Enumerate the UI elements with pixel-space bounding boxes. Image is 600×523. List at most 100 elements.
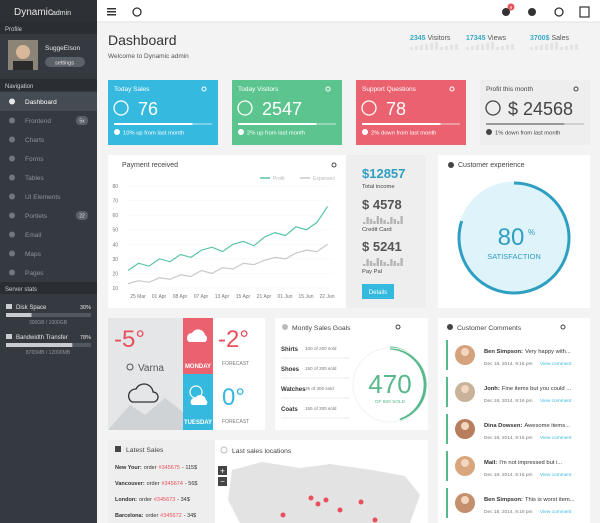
nav-icon bbox=[9, 98, 15, 105]
method-bar bbox=[383, 262, 386, 266]
sparkline-bar bbox=[511, 44, 514, 50]
panel bbox=[108, 440, 215, 523]
method-bar bbox=[369, 261, 373, 266]
sale-amount: - 56$ bbox=[185, 481, 198, 487]
avatar-body bbox=[13, 61, 33, 70]
x-tick-label: 01 Jun bbox=[277, 294, 292, 300]
sparkline-bar bbox=[560, 47, 563, 50]
comment-avatar-head bbox=[461, 385, 469, 393]
sale-amount: - 34$ bbox=[177, 497, 190, 503]
card-note-icon bbox=[362, 129, 368, 135]
comment-link[interactable]: View comment bbox=[540, 435, 572, 441]
comment-avatar-head bbox=[461, 348, 469, 356]
sale-id[interactable]: #345675 bbox=[159, 465, 180, 471]
comment-author: Jonh: bbox=[484, 386, 500, 392]
card-icon bbox=[201, 86, 207, 92]
y-tick-label: 80 bbox=[112, 184, 118, 190]
nav-badge-text: 22 bbox=[79, 214, 85, 220]
card-progress bbox=[114, 123, 193, 125]
stat-icon bbox=[6, 334, 12, 339]
goal-label: Watches bbox=[281, 387, 306, 393]
refresh-icon[interactable] bbox=[132, 7, 142, 17]
menu-icon[interactable] bbox=[107, 11, 116, 13]
legend-label: Profit bbox=[273, 176, 285, 182]
comment-text: This is worst item... bbox=[525, 497, 575, 503]
method-bar bbox=[363, 222, 366, 224]
map-marker bbox=[308, 495, 314, 501]
comment-link[interactable]: View comment bbox=[540, 398, 572, 404]
sale-row: Vancouver: order #345674- 56$ bbox=[115, 481, 197, 487]
section-head bbox=[0, 79, 97, 91]
experience-unit: % bbox=[528, 228, 535, 237]
sparkline-bar bbox=[535, 46, 538, 50]
card-symbol bbox=[485, 100, 501, 116]
sale-id[interactable]: #345673 bbox=[154, 497, 175, 503]
comment-link[interactable]: View comment bbox=[540, 472, 572, 478]
details-button[interactable] bbox=[362, 284, 394, 299]
donut-arc bbox=[457, 181, 571, 295]
card-symbol bbox=[361, 100, 377, 116]
comment-date: Dec 18, 2014, 9:16 pm bbox=[484, 472, 533, 478]
map-marker bbox=[315, 501, 321, 507]
nav-label: Frontend bbox=[25, 118, 51, 125]
nav-label: Charts bbox=[25, 137, 45, 144]
menu-icon[interactable] bbox=[107, 8, 116, 10]
total-income-label: Total income bbox=[362, 184, 395, 190]
goal-detail: 155 of 300 sold bbox=[305, 406, 337, 411]
logo-bar bbox=[0, 0, 97, 22]
comment-author: Dina Dowsen: bbox=[484, 423, 522, 429]
card-icon bbox=[449, 86, 455, 92]
bell-icon[interactable] bbox=[502, 8, 510, 16]
x-tick-label: 21 Apr bbox=[257, 294, 272, 300]
y-tick-label: 40 bbox=[112, 242, 118, 248]
zoom-out[interactable] bbox=[218, 477, 227, 486]
goal-detail: 25 of 300 sold bbox=[305, 386, 334, 391]
power-icon[interactable] bbox=[554, 7, 564, 17]
forecast2: FORECAST bbox=[222, 419, 249, 425]
sparkline-bar bbox=[425, 44, 428, 50]
sale-id[interactable]: #345672 bbox=[160, 513, 181, 519]
sale-amount: - 115$ bbox=[182, 465, 197, 471]
x-tick-label: 01 Apr bbox=[152, 294, 167, 300]
card-note: 1% down from last month bbox=[495, 131, 560, 137]
sparkline-bar bbox=[550, 43, 553, 50]
comment-link[interactable]: View comment bbox=[540, 509, 572, 515]
map-marker bbox=[280, 512, 286, 518]
settings-pill[interactable] bbox=[45, 57, 85, 67]
goal-total: 470 bbox=[368, 369, 411, 399]
temp2: 0° bbox=[222, 384, 245, 411]
nav-icon bbox=[9, 155, 15, 162]
method-label: Credit Card bbox=[362, 227, 392, 233]
stat-bar bbox=[6, 313, 32, 317]
comment-link[interactable]: View comment bbox=[540, 361, 572, 367]
sparkline-bar bbox=[466, 47, 469, 50]
sale-id[interactable]: #345674 bbox=[162, 481, 183, 487]
menu-icon[interactable] bbox=[107, 14, 116, 16]
panel-icon[interactable] bbox=[579, 6, 590, 18]
settings-icon[interactable] bbox=[528, 8, 536, 16]
card-title: Profit this month bbox=[486, 86, 533, 93]
card-value: $ 24568 bbox=[508, 99, 573, 119]
zoom-in[interactable] bbox=[218, 466, 227, 475]
cloud-icon bbox=[186, 329, 208, 342]
nav-active bbox=[0, 92, 97, 111]
method-bar bbox=[373, 263, 376, 266]
total-income: $12857 bbox=[362, 166, 405, 181]
method-bar bbox=[397, 263, 400, 266]
card-note-icon bbox=[114, 129, 120, 135]
header-stat: 17345 Views bbox=[466, 35, 507, 42]
sparkline-bar bbox=[491, 42, 494, 50]
sparkline-bar bbox=[486, 43, 489, 50]
sparkline-bar bbox=[575, 44, 578, 50]
nav-label: Dashboard bbox=[25, 99, 57, 106]
stat-icon bbox=[6, 304, 12, 309]
weather-now: -5° bbox=[114, 326, 145, 353]
nav-label: UI Elements bbox=[25, 194, 61, 201]
sparkline-bar bbox=[471, 46, 474, 50]
zoom-in-label: + bbox=[220, 467, 225, 476]
card-icon bbox=[573, 86, 579, 92]
y-tick-label: 20 bbox=[112, 271, 118, 277]
nav-label: Pages bbox=[25, 270, 44, 277]
panel-icon bbox=[282, 324, 288, 330]
